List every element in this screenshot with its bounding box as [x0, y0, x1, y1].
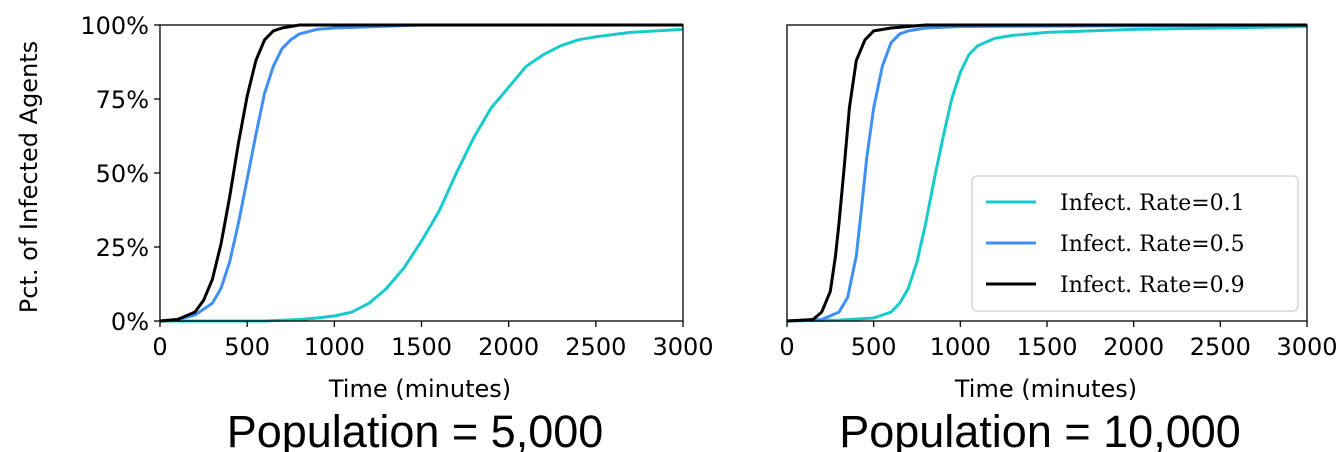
series-line-3-panel-2	[786, 23, 1307, 323]
x-tick-label: 0	[779, 333, 794, 361]
y-tick-label: 75%	[96, 86, 149, 114]
x-tick-label: 1000	[930, 333, 991, 361]
series-line-2-panel-1	[159, 23, 683, 323]
caption-right: Population = 10,000	[839, 406, 1241, 452]
x-tick-label: 0	[152, 333, 167, 361]
plot-frame-1	[159, 24, 684, 322]
y-tick-label: 100%	[80, 12, 149, 40]
series-line-1-panel-2	[786, 25, 1308, 323]
y-tick-label: 25%	[96, 234, 149, 262]
x-tick-label: 2500	[565, 333, 626, 361]
x-axis-title-left: Time (minutes)	[328, 375, 511, 403]
y-tick-label: 0%	[111, 308, 149, 336]
x-tick-label: 2000	[478, 333, 539, 361]
legend-label-3: Infect. Rate=0.9	[1060, 273, 1245, 298]
series-line-3-panel-1	[159, 23, 683, 323]
y-axis-title: Pct. of Infected Agents	[15, 41, 43, 313]
x-tick-label: 3000	[1276, 333, 1337, 361]
y-tick-label: 50%	[96, 160, 149, 188]
legend: Infect. Rate=0.1 Infect. Rate=0.5 Infect. …	[971, 175, 1299, 312]
x-tick-label: 2500	[1190, 333, 1251, 361]
x-tick-label: 500	[851, 333, 897, 361]
x-tick-label: 1500	[391, 333, 452, 361]
x-tick-label: 1000	[304, 333, 365, 361]
x-tick-label: 3000	[652, 333, 713, 361]
legend-label-1: Infect. Rate=0.1	[1060, 191, 1245, 216]
series-line-2-panel-2	[786, 23, 1308, 323]
x-axis-title-right: Time (minutes)	[954, 375, 1137, 403]
x-tick-label: 500	[224, 333, 270, 361]
chart-panel-population-10000: 0 500 1000 1500 2000 2500 3000 Infect. Rate=0.1…	[779, 23, 1338, 361]
legend-label-2: Infect. Rate=0.5	[1060, 232, 1245, 257]
legend-box	[971, 175, 1299, 312]
series-line-1-panel-1	[160, 27, 684, 323]
x-tick-label: 2000	[1103, 333, 1164, 361]
caption-left: Population = 5,000	[227, 406, 604, 452]
x-tick-label: 1500	[1016, 333, 1077, 361]
chart-panel-population-5000: 0 500 1000 1500 2000 2500 3000 0% 25% 50% 75% 100%	[80, 12, 713, 361]
